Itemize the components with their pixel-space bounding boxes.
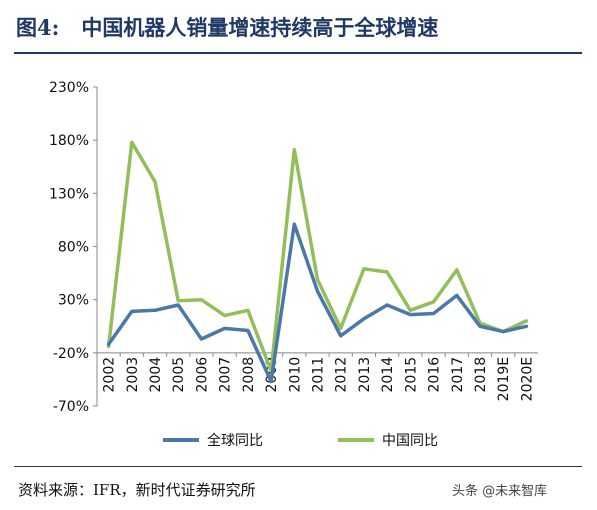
x-tick-label: 2007 <box>218 357 234 393</box>
x-tick-label: 2010 <box>287 357 303 393</box>
x-tick-label: 2020E <box>519 357 535 401</box>
y-tick-label: 130% <box>49 186 89 202</box>
x-tick-label: 2004 <box>148 357 164 393</box>
x-tick-label: 2006 <box>194 357 210 393</box>
y-tick-label: -20% <box>53 346 89 362</box>
y-tick-label: 80% <box>58 240 89 256</box>
series-line-global <box>106 222 529 384</box>
y-tick-label: 180% <box>49 133 89 149</box>
x-tick-label: 2002 <box>102 357 118 393</box>
y-tick-label: -70% <box>53 399 89 415</box>
y-tick-label: 230% <box>49 80 89 96</box>
x-tick-label: 2011 <box>311 357 327 393</box>
x-tick-label: 2014 <box>380 357 396 393</box>
x-tick-label: 2005 <box>171 357 187 393</box>
line-chart: 230% 180% 130% 80% 30% -20% -70% 2002 2003 2004 20… <box>49 80 538 449</box>
chart-title: 中国机器人销量增速持续高于全球增速 <box>81 15 439 40</box>
title-divider <box>14 52 582 54</box>
series-line-china <box>106 140 529 373</box>
figure-label: 图4: <box>16 15 60 40</box>
footer-divider <box>14 466 582 467</box>
x-tick-label: 2013 <box>357 357 373 393</box>
y-tick-label: 30% <box>58 293 89 309</box>
x-tick-label: 2017 <box>450 357 466 393</box>
x-tick-label: 2018 <box>473 357 489 393</box>
x-tick-label: 2012 <box>334 357 350 393</box>
x-tick-label: 2008 <box>241 357 257 393</box>
x-tick-label: 2019E <box>496 357 512 401</box>
x-tick-label: 2015 <box>403 357 419 393</box>
watermark: 头条 @未来智库 <box>452 484 548 499</box>
legend-label: 中国同比 <box>382 433 438 449</box>
legend-label: 全球同比 <box>207 432 263 449</box>
x-tick-label: 2016 <box>427 357 443 393</box>
chart-title-bar: 图4: 中国机器人销量增速持续高于全球增速 <box>16 12 438 42</box>
source-note: 资料来源：IFR，新时代证券研究所 <box>18 481 256 499</box>
x-tick-label: 2003 <box>125 357 141 393</box>
